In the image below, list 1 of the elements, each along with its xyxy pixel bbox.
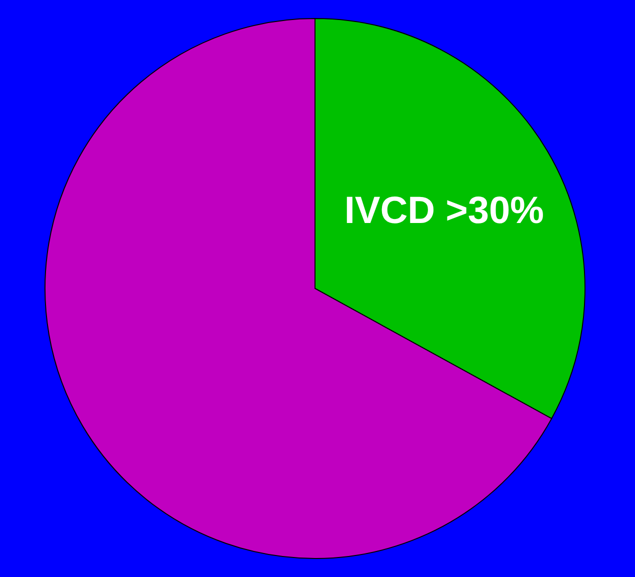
slice-label: IVCD >30%: [344, 190, 544, 232]
